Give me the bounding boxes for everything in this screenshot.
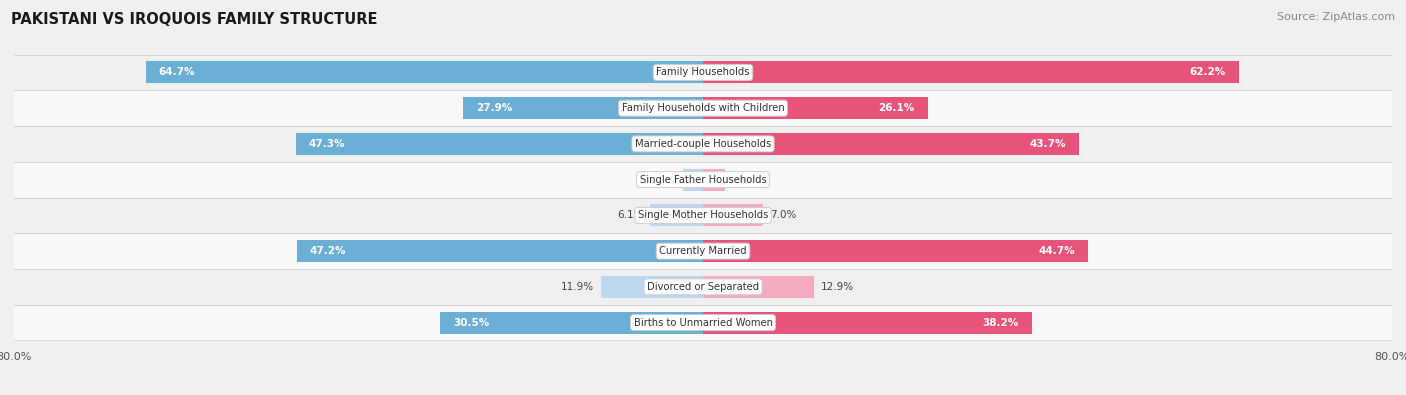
Text: 30.5%: 30.5% (453, 318, 489, 327)
Bar (0, 305, 1406, 340)
Bar (703, 204, 763, 226)
Bar (440, 312, 703, 334)
Text: 64.7%: 64.7% (159, 68, 195, 77)
Bar (463, 97, 703, 119)
Bar (703, 169, 725, 191)
Text: 2.3%: 2.3% (650, 175, 676, 184)
Bar (0, 198, 1406, 233)
Bar (0, 90, 1406, 126)
Text: Births to Unmarried Women: Births to Unmarried Women (634, 318, 772, 327)
Bar (683, 169, 703, 191)
Bar (703, 276, 814, 298)
Bar (703, 240, 1088, 262)
Text: 6.1%: 6.1% (617, 211, 644, 220)
Text: 47.2%: 47.2% (309, 246, 346, 256)
Text: Divorced or Separated: Divorced or Separated (647, 282, 759, 292)
Bar (703, 312, 1032, 334)
Bar (0, 55, 1406, 90)
Text: 12.9%: 12.9% (821, 282, 853, 292)
Bar (0, 126, 1406, 162)
Text: 26.1%: 26.1% (879, 103, 915, 113)
Text: 43.7%: 43.7% (1031, 139, 1066, 149)
Text: 62.2%: 62.2% (1189, 68, 1226, 77)
Bar (0, 162, 1406, 198)
Bar (0, 233, 1406, 269)
Text: 2.6%: 2.6% (733, 175, 759, 184)
Bar (600, 276, 703, 298)
Text: Single Father Households: Single Father Households (640, 175, 766, 184)
Bar (651, 204, 703, 226)
Text: Family Households with Children: Family Households with Children (621, 103, 785, 113)
Bar (703, 61, 1239, 83)
Bar (297, 240, 703, 262)
Text: 38.2%: 38.2% (983, 318, 1019, 327)
Text: Currently Married: Currently Married (659, 246, 747, 256)
Text: Source: ZipAtlas.com: Source: ZipAtlas.com (1277, 12, 1395, 22)
Text: 7.0%: 7.0% (770, 211, 797, 220)
Text: 11.9%: 11.9% (561, 282, 593, 292)
Text: 27.9%: 27.9% (475, 103, 512, 113)
Bar (703, 133, 1080, 155)
Bar (0, 269, 1406, 305)
Bar (146, 61, 703, 83)
Bar (295, 133, 703, 155)
Text: 47.3%: 47.3% (308, 139, 344, 149)
Bar (703, 97, 928, 119)
Text: Family Households: Family Households (657, 68, 749, 77)
Text: Married-couple Households: Married-couple Households (636, 139, 770, 149)
Text: 44.7%: 44.7% (1039, 246, 1076, 256)
Text: PAKISTANI VS IROQUOIS FAMILY STRUCTURE: PAKISTANI VS IROQUOIS FAMILY STRUCTURE (11, 12, 378, 27)
Text: Single Mother Households: Single Mother Households (638, 211, 768, 220)
